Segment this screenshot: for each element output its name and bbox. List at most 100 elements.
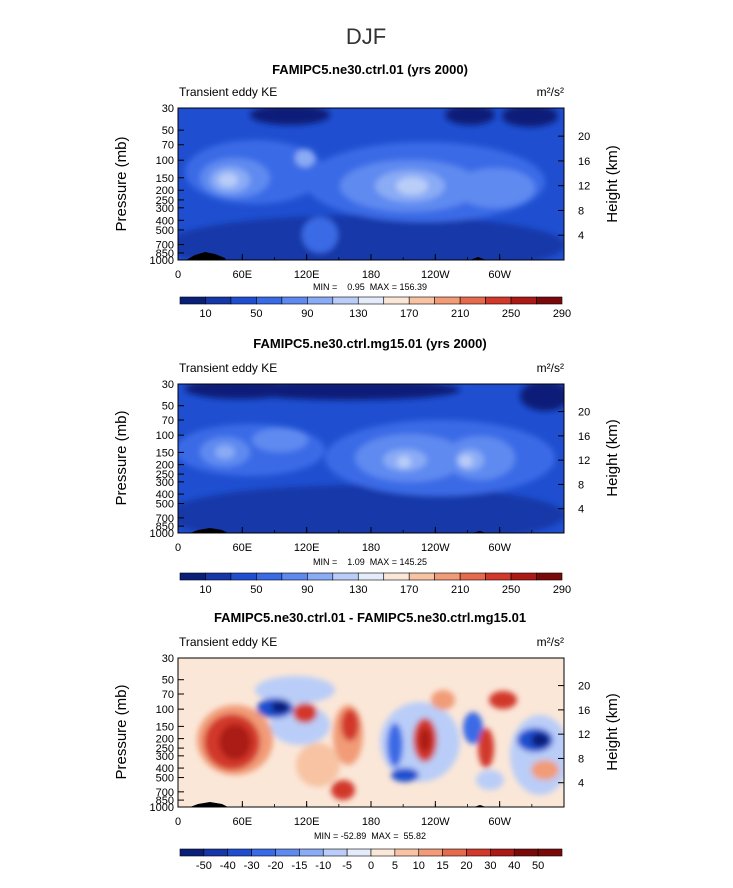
colorbar-swatch bbox=[307, 572, 334, 581]
colorbar-label: 170 bbox=[400, 308, 418, 320]
colorbar-swatch bbox=[281, 296, 308, 305]
y-tick-label: 100 bbox=[156, 155, 174, 167]
colorbar-label: 10 bbox=[199, 584, 211, 596]
contour-field bbox=[178, 658, 564, 807]
colorbar-label: 210 bbox=[451, 308, 469, 320]
x-tick-label: 120E bbox=[294, 542, 320, 554]
x-tick-label: 120E bbox=[294, 816, 320, 828]
panel-difference: FAMIPC5.ne30.ctrl.01 - FAMIPC5.ne30.ctrl… bbox=[113, 610, 621, 872]
panel-title: FAMIPC5.ne30.ctrl.01 - FAMIPC5.ne30.ctrl… bbox=[214, 610, 526, 625]
y-right-tick-label: 16 bbox=[578, 156, 590, 168]
y-tick-label: 50 bbox=[162, 125, 174, 137]
y-tick-label: 70 bbox=[162, 689, 174, 701]
colorbar-swatch bbox=[466, 848, 491, 857]
x-tick-label: 60E bbox=[233, 542, 253, 554]
colorbar-label: -10 bbox=[315, 860, 331, 872]
figure-title: DJF bbox=[346, 24, 386, 49]
y-right-tick-label: 4 bbox=[578, 230, 584, 242]
colorbar-swatch bbox=[442, 848, 467, 857]
y-tick-label: 200 bbox=[156, 460, 174, 472]
colorbar-label: 250 bbox=[502, 584, 520, 596]
colorbar-swatch bbox=[418, 848, 443, 857]
y-right-tick-label: 16 bbox=[578, 431, 590, 443]
min-max-text: MIN = 1.09 MAX = 145.25 bbox=[313, 557, 427, 567]
y-tick-label: 50 bbox=[162, 401, 174, 413]
x-axis: 0 60E 120E 180 120W 60W bbox=[175, 801, 565, 828]
y-tick-label: 300 bbox=[156, 477, 174, 489]
y-tick-label: 700 bbox=[156, 513, 174, 525]
y-axis-right-label: Height (km) bbox=[604, 145, 621, 223]
colorbar-swatch bbox=[434, 572, 461, 581]
y-right-tick-label: 16 bbox=[578, 705, 590, 717]
colorbar-swatch bbox=[322, 848, 348, 857]
colorbar-swatch bbox=[513, 848, 539, 857]
y-right-tick-label: 4 bbox=[578, 504, 584, 516]
colorbar-swatch bbox=[536, 572, 563, 581]
colorbar-swatch bbox=[203, 848, 229, 857]
contour-field bbox=[178, 384, 564, 533]
colorbar: 10 50 90 130 170 210 250 290 bbox=[179, 296, 571, 320]
colorbar-swatch bbox=[230, 296, 257, 305]
min-max-text: MIN = -52.89 MAX = 55.82 bbox=[314, 831, 426, 841]
colorbar-label: 50 bbox=[250, 584, 262, 596]
colorbar: 10 50 90 130 170 210 250 290 bbox=[179, 572, 571, 596]
panel-ctrl: FAMIPC5.ne30.ctrl.01 (yrs 2000) Transien… bbox=[113, 62, 621, 320]
x-tick-label: 120W bbox=[421, 816, 450, 828]
colorbar-label: -15 bbox=[291, 860, 307, 872]
colorbar-label: 210 bbox=[451, 584, 469, 596]
x-tick-label: 180 bbox=[362, 542, 380, 554]
colorbar-label: -20 bbox=[268, 860, 284, 872]
y-axis-label: Pressure (mb) bbox=[113, 136, 130, 231]
colorbar-swatch bbox=[179, 572, 206, 581]
y-right-tick-label: 12 bbox=[578, 455, 590, 467]
y-tick-label: 100 bbox=[156, 704, 174, 716]
colorbar-swatch bbox=[307, 296, 334, 305]
x-axis: 0 60E 120E 180 120W 60W bbox=[175, 254, 565, 281]
colorbar-swatch bbox=[485, 572, 512, 581]
colorbar-label: 30 bbox=[484, 860, 496, 872]
x-tick-label: 60W bbox=[488, 542, 511, 554]
y-right-tick-label: 8 bbox=[578, 205, 584, 217]
panel-title: FAMIPC5.ne30.ctrl.01 (yrs 2000) bbox=[272, 62, 468, 77]
colorbar-swatch bbox=[346, 848, 372, 857]
colorbar-label: 130 bbox=[349, 308, 367, 320]
y-tick-label: 70 bbox=[162, 140, 174, 152]
x-tick-label: 180 bbox=[362, 816, 380, 828]
colorbar-swatch bbox=[408, 572, 435, 581]
colorbar-label: -50 bbox=[196, 860, 212, 872]
y-tick-label: 30 bbox=[162, 103, 174, 115]
y-axis-label: Pressure (mb) bbox=[113, 684, 130, 779]
field-label: Transient eddy KE bbox=[179, 85, 277, 99]
x-tick-label: 180 bbox=[362, 269, 380, 281]
contour-field bbox=[178, 108, 564, 260]
y-tick-label: 700 bbox=[156, 240, 174, 252]
colorbar-swatch bbox=[370, 848, 396, 857]
x-tick-label: 60W bbox=[488, 269, 511, 281]
y-tick-label: 400 bbox=[156, 215, 174, 227]
y-tick-label: 150 bbox=[156, 447, 174, 459]
y-right-tick-label: 12 bbox=[578, 181, 590, 193]
y-tick-label: 500 bbox=[156, 499, 174, 511]
min-max-text: MIN = 0.95 MAX = 156.39 bbox=[313, 282, 427, 292]
y-tick-label: 150 bbox=[156, 173, 174, 185]
colorbar-label: 15 bbox=[437, 860, 449, 872]
y-tick-label: 1000 bbox=[150, 528, 174, 540]
y-tick-label: 300 bbox=[156, 203, 174, 215]
colorbar-label: 90 bbox=[301, 308, 313, 320]
y-tick-label: 1000 bbox=[150, 255, 174, 267]
y-axis-right: 4 8 12 16 20 bbox=[558, 131, 590, 242]
units-label: m²/s² bbox=[537, 85, 564, 99]
colorbar-swatch bbox=[537, 848, 563, 857]
field-label: Transient eddy KE bbox=[179, 635, 277, 649]
colorbar-swatch bbox=[205, 572, 232, 581]
colorbar-swatch bbox=[459, 572, 486, 581]
y-tick-label: 200 bbox=[156, 185, 174, 197]
y-tick-label: 250 bbox=[156, 743, 174, 755]
y-tick-label: 30 bbox=[162, 379, 174, 391]
colorbar-swatch bbox=[230, 572, 257, 581]
units-label: m²/s² bbox=[537, 361, 564, 375]
colorbar-swatch bbox=[179, 848, 205, 857]
y-axis-label: Pressure (mb) bbox=[113, 410, 130, 505]
colorbar-swatch bbox=[394, 848, 420, 857]
